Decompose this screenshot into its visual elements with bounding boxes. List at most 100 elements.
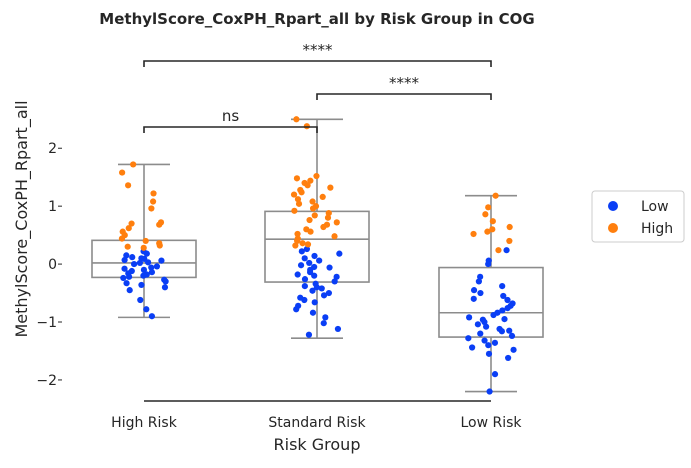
data-point-high [307,228,314,235]
data-point-low [148,264,155,271]
data-point-low [465,335,472,342]
data-point-low [477,330,484,337]
significance-bracket [143,126,318,133]
data-point-low [505,354,512,362]
data-point-low [486,388,493,395]
data-point-low [309,309,317,316]
data-point-low [470,287,478,294]
data-point-high [506,223,513,231]
box-iqr [438,266,544,338]
data-point-high [150,190,157,197]
data-point-high [492,192,499,199]
data-point-high [125,225,132,232]
data-point-high [293,175,301,182]
data-point-low [293,306,300,313]
data-point-low [145,259,152,266]
legend-label: High [641,221,673,237]
data-point-low [498,328,506,335]
data-point-low [140,266,148,273]
data-point-high [307,177,314,184]
data-point-low [481,337,488,344]
data-point-high [294,196,302,203]
data-point-high [485,204,492,211]
data-point-low [318,285,325,292]
box-plot [264,118,370,340]
data-point-low [307,269,314,276]
data-point-low [333,273,340,280]
data-point-high [320,223,327,231]
significance-label: ns [222,107,240,125]
data-point-high [482,211,489,218]
data-point-high [128,220,135,227]
data-point-low [485,342,492,349]
data-point-high [118,235,126,242]
data-point-low [303,245,311,253]
data-point-low [322,314,329,321]
data-point-low [162,278,169,285]
data-point-high [293,116,300,123]
data-point-low [311,252,318,260]
data-point-low [491,371,499,378]
data-point-low [158,257,165,264]
y-tick-label: −2 [36,373,57,389]
box-iqr [264,210,370,283]
data-point-high [124,243,131,250]
data-point-high [148,205,155,212]
data-point-low [121,265,128,272]
data-point-high [309,205,317,212]
significance-bracket [143,60,492,67]
data-point-high [495,247,502,254]
data-point-low [153,263,161,270]
x-axis: High Risk Standard Risk Low Risk [111,415,522,431]
data-point-low [306,259,313,267]
data-point-high [304,241,312,248]
data-point-low [301,282,308,290]
data-point-low [309,287,316,294]
data-point-low [334,325,342,333]
data-point-high [130,161,137,168]
data-point-low [311,272,318,279]
data-point-high [484,228,491,235]
data-point-high [299,240,306,247]
data-point-high [325,210,332,217]
legend: Low High [591,190,685,243]
x-axis-label: Risk Group [274,435,361,454]
data-point-high [470,230,477,238]
data-point-high [309,198,316,205]
data-point-high [313,172,320,180]
data-point-low [506,327,513,334]
y-axis-label: MethylScore_CoxPH_Rpart_all [12,100,32,337]
points-layer [118,116,517,395]
data-point-low [503,247,510,254]
data-point-low [129,254,136,261]
legend-marker-high [608,223,618,233]
data-point-high [306,216,313,224]
data-point-low [305,331,313,338]
data-point-low [466,314,473,321]
data-point-low [301,276,309,283]
data-point-low [121,256,128,264]
data-point-high [327,184,334,191]
data-point-high [311,212,318,219]
data-point-low [325,289,333,297]
x-tick-label: Standard Risk [268,415,366,431]
data-point-high [140,244,147,251]
data-point-low [301,255,308,262]
data-point-low [301,296,308,304]
x-tick-label: High Risk [111,415,178,431]
data-point-low [326,264,333,271]
y-axis: −2 −1 0 1 2 [36,141,62,389]
data-point-low [483,323,490,330]
data-point-high [149,198,157,205]
data-point-high [324,214,332,221]
data-point-low [126,273,133,280]
data-point-low [311,263,318,271]
data-point-low [499,282,506,290]
data-point-high [331,233,338,240]
legend-label: Low [641,199,669,215]
data-point-low [120,274,127,282]
data-point-low [477,289,484,297]
data-point-high [125,182,132,189]
chart-title: MethylScore_CoxPH_Rpart_all by Risk Grou… [99,10,534,28]
